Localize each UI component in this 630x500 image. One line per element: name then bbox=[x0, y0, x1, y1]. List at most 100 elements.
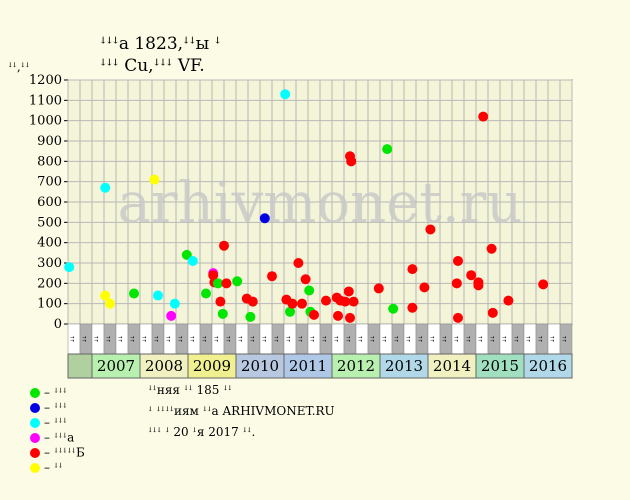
data-point-green bbox=[245, 311, 256, 322]
data-point-cyan bbox=[153, 290, 163, 301]
quarter-label: ꜜꜜ bbox=[166, 336, 176, 343]
year-cell bbox=[379, 353, 429, 379]
data-point-red bbox=[373, 283, 384, 294]
legend-item-red: – ꜜꜜꜜꜜꜜБ bbox=[30, 445, 85, 460]
quarter-label: ꜜꜜ bbox=[142, 336, 152, 343]
year-label: 2009 bbox=[193, 357, 231, 375]
data-point-green bbox=[217, 308, 228, 319]
data-point-red bbox=[333, 310, 343, 321]
note-average-price: ꜜꜜняя ꜜꜜ 185 ꜜꜜ bbox=[148, 383, 233, 397]
data-point-cyan bbox=[64, 262, 75, 273]
year-label: 2016 bbox=[529, 357, 567, 375]
year-label: 2013 bbox=[385, 357, 423, 375]
year-cell bbox=[523, 353, 573, 379]
data-point-red bbox=[466, 270, 477, 281]
data-point-red bbox=[487, 307, 498, 318]
legend-marker bbox=[30, 387, 40, 398]
data-point-cyan bbox=[169, 298, 180, 309]
data-point-yellow bbox=[100, 290, 111, 301]
quarter-label: ꜜꜜ bbox=[334, 336, 344, 343]
legend-marker bbox=[30, 432, 40, 443]
chart-title-line1: ꜜꜜꜜа 1823,ꜜꜜы ꜜ bbox=[100, 34, 221, 54]
data-point-yellow bbox=[105, 298, 115, 309]
year-label: 2015 bbox=[481, 357, 519, 375]
data-point-green bbox=[201, 288, 211, 299]
quarter-label: ꜜꜜ bbox=[190, 336, 200, 343]
quarter-label: ꜜꜜ bbox=[538, 336, 548, 343]
legend-marker bbox=[30, 417, 40, 428]
quarter-label: ꜜꜜ bbox=[358, 336, 368, 343]
data-point-green bbox=[382, 144, 393, 155]
quarter-label: ꜜꜜ bbox=[130, 336, 140, 343]
year-label: 2011 bbox=[289, 357, 327, 375]
data-point-red bbox=[215, 296, 226, 307]
year-label: 2007 bbox=[97, 357, 135, 375]
quarter-label: ꜜꜜ bbox=[310, 336, 320, 343]
year-cell bbox=[427, 353, 477, 379]
year-cell bbox=[187, 353, 237, 379]
legend-item-cyan: – ꜜꜜꜜ bbox=[30, 415, 67, 430]
y-axis-unit: ꜜꜜ,ꜜꜜ bbox=[8, 60, 30, 74]
watermark: arhivmonet.ru bbox=[118, 171, 523, 236]
data-point-red bbox=[453, 255, 463, 266]
quarter-label: ꜜꜜ bbox=[502, 336, 512, 343]
year-cell bbox=[67, 353, 93, 379]
quarter-label: ꜜꜜ bbox=[238, 336, 248, 343]
quarter-label: ꜜꜜ bbox=[202, 336, 212, 343]
data-point-green bbox=[232, 276, 243, 287]
quarter-label: ꜜꜜ bbox=[442, 336, 452, 343]
data-point-red bbox=[407, 264, 418, 275]
data-point-green bbox=[388, 303, 399, 314]
year-cell bbox=[91, 353, 141, 379]
data-point-red bbox=[219, 240, 229, 251]
y-tick-label: 0 bbox=[54, 317, 62, 332]
data-point-magenta bbox=[166, 310, 177, 321]
y-tick-label: 500 bbox=[37, 215, 62, 230]
data-point-yellow bbox=[149, 174, 160, 185]
quarter-label: ꜜꜜ bbox=[478, 336, 488, 343]
data-point-red bbox=[348, 296, 359, 307]
quarter-label: ꜜꜜ bbox=[430, 336, 440, 343]
y-tick-label: 200 bbox=[37, 276, 62, 291]
data-point-green bbox=[285, 306, 295, 317]
year-label: 2012 bbox=[337, 357, 375, 375]
data-point-red bbox=[451, 278, 462, 289]
quarter-label: ꜜꜜ bbox=[70, 336, 80, 343]
year-cell bbox=[283, 353, 333, 379]
data-point-red bbox=[247, 296, 258, 307]
quarter-label: ꜜꜜ bbox=[562, 336, 572, 343]
note-date: ꜜꜜꜜ ꜜ 20 ꜜя 2017 ꜜꜜ. bbox=[148, 425, 256, 439]
data-point-cyan bbox=[280, 89, 291, 100]
data-point-green bbox=[181, 249, 192, 260]
data-point-red bbox=[321, 295, 331, 306]
quarter-label: ꜜꜜ bbox=[286, 336, 296, 343]
quarter-label: ꜜꜜ bbox=[214, 336, 224, 343]
quarter-label: ꜜꜜ bbox=[154, 336, 164, 343]
data-point-red bbox=[297, 298, 307, 309]
data-point-red bbox=[478, 111, 489, 122]
quarter-label: ꜜꜜ bbox=[418, 336, 428, 343]
data-point-cyan bbox=[100, 182, 111, 193]
quarter-label: ꜜꜜ bbox=[322, 336, 332, 343]
year-cell bbox=[139, 353, 189, 379]
y-tick-label: 800 bbox=[37, 154, 62, 169]
data-point-red bbox=[346, 156, 357, 167]
quarter-label: ꜜꜜ bbox=[250, 336, 260, 343]
quarter-label: ꜜꜜ bbox=[82, 336, 92, 343]
note-source: ꜜ ꜜꜜꜜꜜиям ꜜꜜа ARHIVMONET.RU bbox=[148, 404, 335, 418]
data-point-red bbox=[345, 312, 355, 323]
legend-marker bbox=[30, 402, 40, 413]
data-point-red bbox=[453, 312, 463, 323]
quarter-label: ꜜꜜ bbox=[526, 336, 536, 343]
y-tick-label: 100 bbox=[37, 297, 62, 312]
quarter-label: ꜜꜜ bbox=[226, 336, 236, 343]
quarter-label: ꜜꜜ bbox=[466, 336, 476, 343]
data-point-cyan bbox=[187, 255, 198, 266]
quarter-label: ꜜꜜ bbox=[550, 336, 560, 343]
quarter-label: ꜜꜜ bbox=[94, 336, 104, 343]
data-point-red bbox=[293, 258, 304, 268]
data-point-red bbox=[340, 296, 351, 307]
quarter-label: ꜜꜜ bbox=[106, 336, 116, 343]
y-tick-label: 300 bbox=[37, 256, 62, 271]
data-point-red bbox=[538, 279, 549, 290]
